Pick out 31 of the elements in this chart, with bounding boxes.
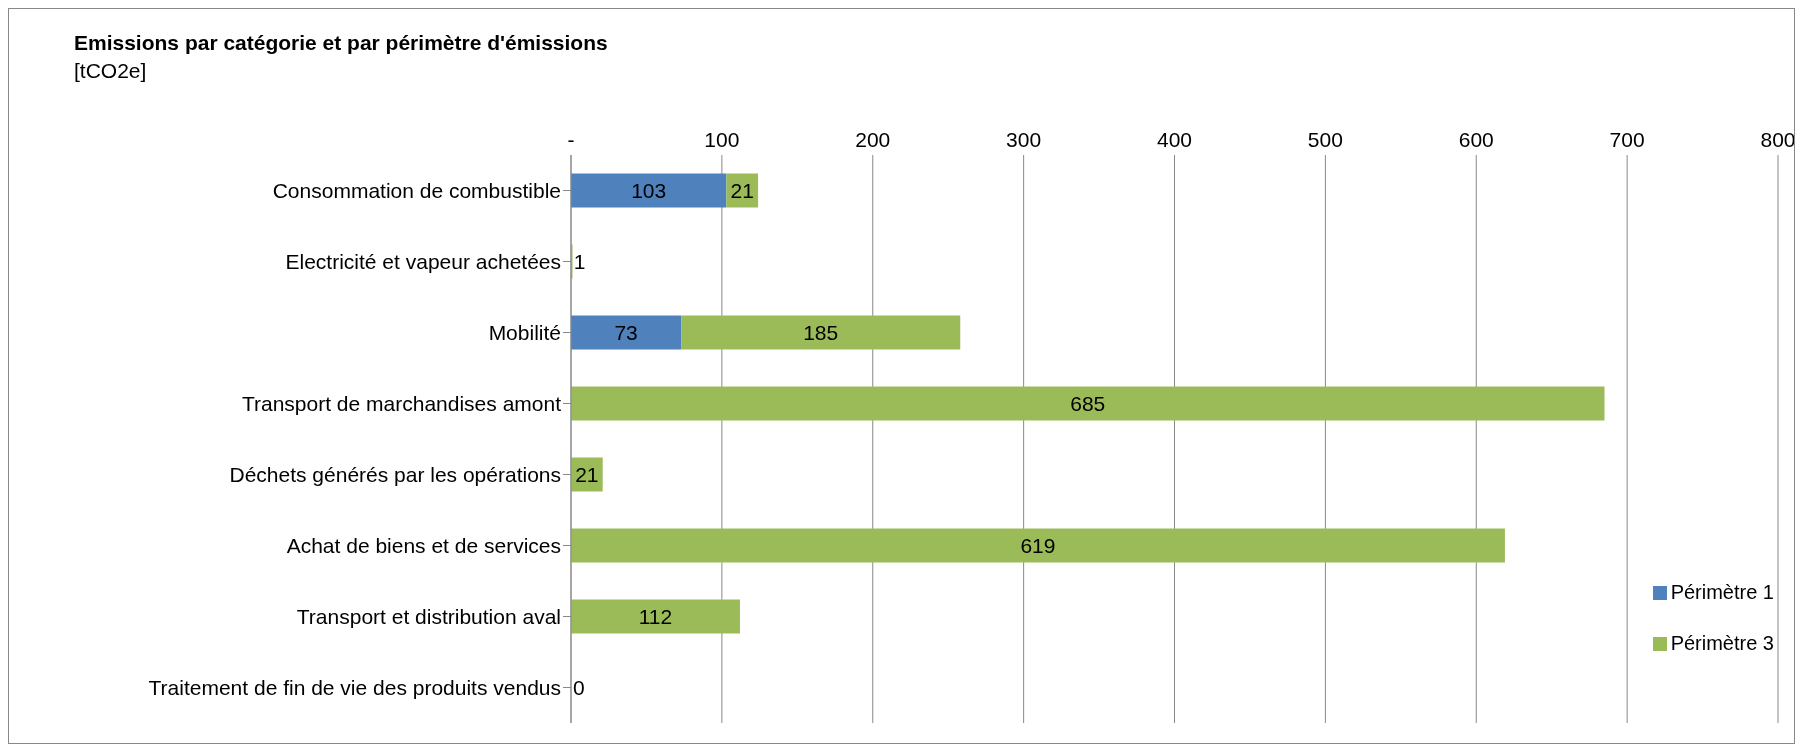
data-label: 21 bbox=[575, 462, 599, 486]
x-tick-label: - bbox=[567, 128, 575, 151]
y-tick-label: Achat de biens et de services bbox=[286, 533, 561, 557]
text: Emissions par catégorie et par périmètre d'émissions bbox=[74, 31, 608, 55]
data-label: 73 bbox=[614, 320, 638, 344]
x-tick-label: 500 bbox=[1307, 128, 1343, 151]
data-label: 112 bbox=[638, 604, 673, 628]
x-tick-label: 600 bbox=[1458, 128, 1494, 151]
legend-label: Périmètre 3 bbox=[1670, 632, 1774, 655]
x-tick-label: 100 bbox=[704, 128, 740, 151]
data-label: 185 bbox=[803, 320, 839, 344]
data-label: 103 bbox=[631, 178, 667, 202]
y-tick-label: Transport de marchandises amont bbox=[241, 391, 562, 415]
data-label: 619 bbox=[1020, 533, 1056, 557]
x-tick-label: 800 bbox=[1760, 128, 1796, 151]
x-tick-label: 200 bbox=[855, 128, 891, 151]
x-tick-label: 700 bbox=[1609, 128, 1645, 151]
data-label: 0 bbox=[573, 675, 585, 699]
y-tick-label: Consommation de combustible bbox=[272, 178, 561, 202]
y-tick-label: Traitement de fin de vie des produits vendus bbox=[148, 675, 561, 699]
text: [tCO2e] bbox=[74, 59, 147, 83]
x-tick-label: 400 bbox=[1156, 128, 1193, 151]
y-tick-label: Transport et distribution aval bbox=[296, 604, 561, 628]
data-label: 21 bbox=[730, 178, 754, 202]
legend-label: Périmètre 1 bbox=[1670, 581, 1774, 604]
y-tick-label: Déchets générés par les opérations bbox=[229, 462, 561, 486]
x-tick-label: 300 bbox=[1006, 128, 1042, 151]
data-label: 1 bbox=[573, 249, 586, 273]
y-tick-label: Electricité et vapeur achetées bbox=[285, 249, 561, 273]
data-label: 685 bbox=[1070, 391, 1106, 415]
y-tick-label: Mobilité bbox=[488, 320, 561, 344]
